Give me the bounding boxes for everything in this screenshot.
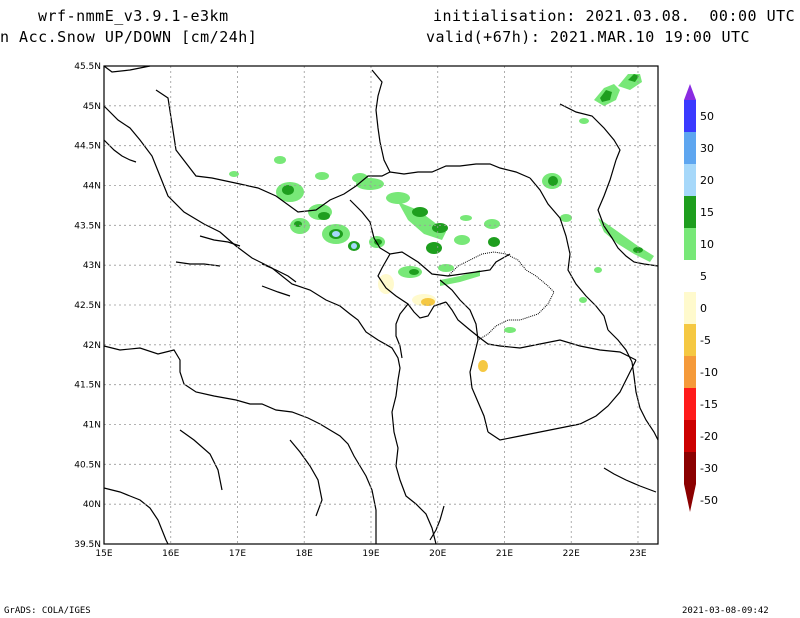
colorbar-swatch	[684, 292, 696, 324]
lon-label: 21E	[496, 549, 513, 559]
colorbar-label: 50	[700, 110, 714, 123]
colorbar-swatch	[684, 100, 696, 132]
colorbar-swatch	[684, 228, 696, 260]
colorbar-swatch	[684, 324, 696, 356]
grads-credit: GrADS: COLA/IGES	[4, 606, 91, 616]
colorbar-swatch	[684, 164, 696, 196]
graticule	[104, 66, 658, 544]
lat-label: 42N	[83, 341, 101, 351]
map-frame	[103, 65, 659, 545]
lat-label: 42.5N	[74, 301, 101, 311]
colorbar-label: -5	[700, 334, 711, 347]
generated-timestamp: 2021-03-08-09:42	[682, 606, 769, 616]
lat-label: 43.5N	[74, 221, 101, 231]
lat-label: 39.5N	[74, 540, 101, 550]
colorbar-swatch	[684, 356, 696, 388]
colorbar-top-arrow	[684, 84, 696, 100]
lat-label: 43N	[83, 261, 101, 271]
lat-label: 40.5N	[74, 460, 101, 470]
longitude-labels: 15E 16E 17E 18E 19E 20E 21E 22E 23E	[95, 549, 646, 559]
colorbar-label: 20	[700, 174, 714, 187]
field-title: n Acc.Snow UP/DOWN [cm/24h]	[0, 28, 258, 46]
lat-label: 41N	[83, 421, 101, 431]
colorbar-swatch	[684, 388, 696, 420]
latitude-labels: 45.5N 45N 44.5N 44N 43.5N 43N 42.5N 42N 41.5N 41N…	[74, 62, 101, 550]
colorbar-label: 0	[700, 302, 707, 315]
model-title: wrf-nmmE_v3.9.1-e3km	[38, 7, 229, 25]
lat-label: 41.5N	[74, 381, 101, 391]
colorbar-label: 15	[700, 206, 714, 219]
colorbar-swatch	[684, 420, 696, 452]
lon-label: 17E	[229, 549, 246, 559]
lon-label: 18E	[296, 549, 313, 559]
lat-label: 45.5N	[74, 62, 101, 72]
lat-label: 40N	[83, 500, 101, 510]
lon-label: 19E	[362, 549, 379, 559]
colorbar-label: -20	[700, 430, 718, 443]
colorbar-label: -10	[700, 366, 718, 379]
colorbar-label: -50	[700, 494, 718, 507]
colorbar-swatch	[684, 196, 696, 228]
lon-label: 22E	[563, 549, 580, 559]
lat-label: 44.5N	[74, 142, 101, 152]
lat-label: 44N	[83, 182, 101, 192]
colorbar-label: 30	[700, 142, 714, 155]
colorbar-label: 10	[700, 238, 714, 251]
region-boundaries	[447, 251, 555, 341]
colorbar-swatch	[684, 132, 696, 164]
colorbar-swatch	[684, 452, 696, 484]
colorbar-bottom-arrow	[684, 484, 696, 512]
init-time: initialisation: 2021.03.08. 00:00 UTC	[433, 7, 796, 25]
lon-label: 23E	[629, 549, 646, 559]
colorbar-label: -30	[700, 462, 718, 475]
lon-label: 20E	[429, 549, 446, 559]
colorbar-label: -15	[700, 398, 718, 411]
colorbar-label: 5	[700, 270, 707, 283]
lon-label: 16E	[162, 549, 179, 559]
colorbar-swatch	[684, 260, 696, 292]
lat-label: 45N	[83, 102, 101, 112]
snow-patches	[229, 74, 654, 372]
lon-label: 15E	[95, 549, 112, 559]
valid-time: valid(+67h): 2021.MAR.10 19:00 UTC	[426, 28, 751, 46]
